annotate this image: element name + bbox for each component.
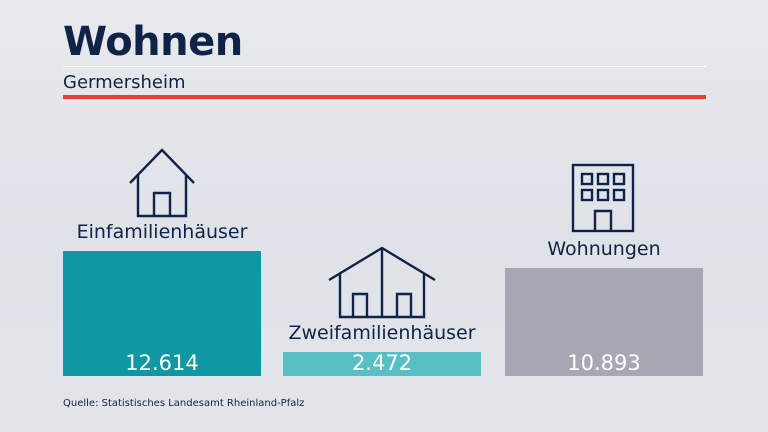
bar-einfamilienhaeuser [63,251,261,376]
bar-wohnungen [505,268,703,376]
apartment-building-icon [571,163,635,233]
chart-subtitle: Germersheim [63,72,186,93]
chart-title: Wohnen [63,19,243,65]
title-divider [63,66,706,67]
value-label-einfamilienhaeuser: 12.614 [125,351,199,375]
house-icon [128,147,196,219]
value-label-wohnungen: 10.893 [567,351,641,375]
category-label-zweifamilienhaeuser: Zweifamilienhäuser [288,322,476,344]
double-house-icon [327,246,437,320]
accent-divider [63,95,706,99]
category-label-wohnungen: Wohnungen [547,238,661,260]
value-label-zweifamilienhaeuser: 2.472 [351,351,413,375]
category-label-einfamilienhaeuser: Einfamilienhäuser [76,221,248,243]
bar-zweifamilienhaeuser [283,352,481,376]
source-note: Quelle: Statistisches Landesamt Rheinlan… [63,398,305,409]
